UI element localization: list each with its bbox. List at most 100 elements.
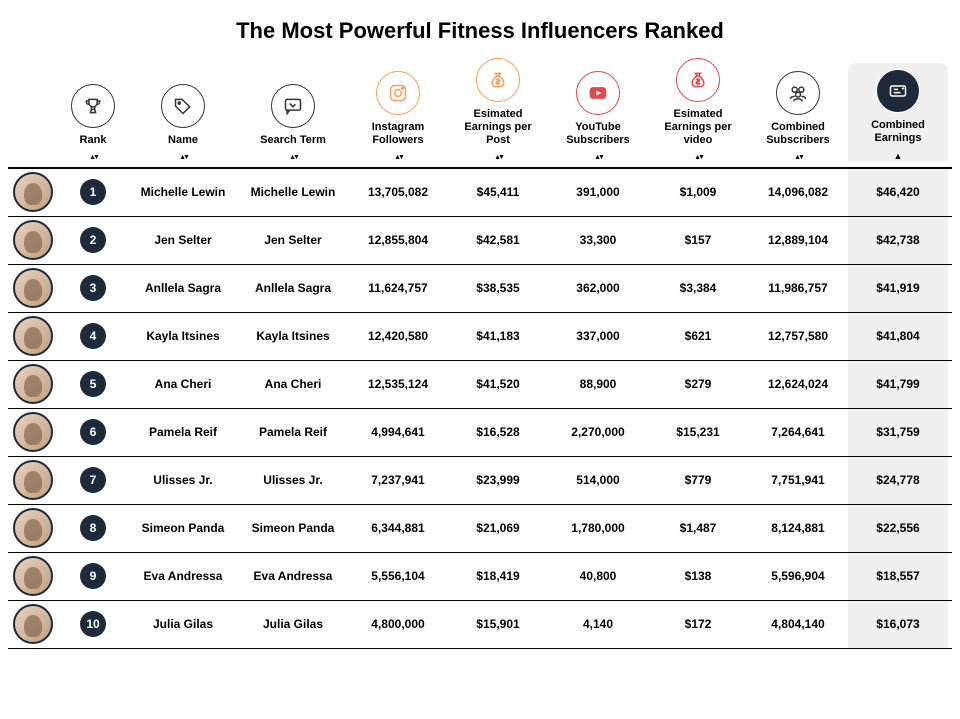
- rank-badge: 1: [80, 179, 106, 205]
- column-header-rank[interactable]: Rank▲▼: [58, 84, 128, 160]
- influencer-table: Rank▲▼Name▲▼Search Term▲▼Instagram Follo…: [8, 58, 952, 649]
- cell-search_term: Simeon Panda: [238, 521, 348, 535]
- cell-earnings_per_post: $45,411: [448, 185, 548, 199]
- avatar: [13, 172, 53, 212]
- rank-cell: 5: [58, 371, 128, 397]
- sort-icon[interactable]: ▲▼: [289, 154, 297, 161]
- cell-search_term: Kayla Itsines: [238, 329, 348, 343]
- sort-icon[interactable]: ▲▼: [694, 154, 702, 161]
- cell-earnings_per_video: $15,231: [648, 425, 748, 439]
- cell-youtube_subscribers: 33,300: [548, 233, 648, 247]
- youtube-icon: [576, 71, 620, 115]
- cell-youtube_subscribers: 391,000: [548, 185, 648, 199]
- cell-earnings_per_video: $1,487: [648, 521, 748, 535]
- cell-combined_subscribers: 7,751,941: [748, 473, 848, 487]
- cell-search_term: Eva Andressa: [238, 569, 348, 583]
- sort-icon[interactable]: ▲▼: [179, 154, 187, 161]
- cell-combined_subscribers: 4,804,140: [748, 617, 848, 631]
- cell-combined_subscribers: 5,596,904: [748, 569, 848, 583]
- column-label: Esimated Earnings per Post: [453, 108, 543, 148]
- avatar: [13, 268, 53, 308]
- avatar-cell: [8, 316, 58, 356]
- rank-badge: 10: [80, 611, 106, 637]
- column-label: Search Term: [260, 134, 326, 147]
- cell-earnings_per_post: $18,419: [448, 569, 548, 583]
- cell-youtube_subscribers: 514,000: [548, 473, 648, 487]
- tag-icon: [161, 84, 205, 128]
- avatar-cell: [8, 460, 58, 500]
- avatar-cell: [8, 508, 58, 548]
- column-header-earnings_per_post[interactable]: Esimated Earnings per Post ▲▼: [448, 58, 548, 161]
- cell-combined_earnings: $18,557: [848, 553, 948, 600]
- cell-name: Jen Selter: [128, 233, 238, 247]
- cell-search_term: Ana Cheri: [238, 377, 348, 391]
- cell-search_term: Pamela Reif: [238, 425, 348, 439]
- rank-cell: 8: [58, 515, 128, 541]
- column-header-youtube_subscribers[interactable]: YouTube Subscribers ▲▼: [548, 71, 648, 160]
- cell-combined_subscribers: 11,986,757: [748, 281, 848, 295]
- cell-instagram_followers: 4,994,641: [348, 425, 448, 439]
- cell-earnings_per_video: $279: [648, 377, 748, 391]
- sort-icon[interactable]: ▲▼: [794, 154, 802, 161]
- table-row: 5Ana CheriAna Cheri12,535,124$41,52088,9…: [8, 361, 952, 409]
- cell-earnings_per_post: $41,183: [448, 329, 548, 343]
- table-row: 9Eva AndressaEva Andressa5,556,104$18,41…: [8, 553, 952, 601]
- cell-combined_subscribers: 14,096,082: [748, 185, 848, 199]
- column-label: Name: [168, 134, 198, 147]
- sort-icon[interactable]: ▲▼: [89, 154, 97, 161]
- table-header-row: Rank▲▼Name▲▼Search Term▲▼Instagram Follo…: [8, 58, 952, 167]
- cell-youtube_subscribers: 88,900: [548, 377, 648, 391]
- cell-name: Ulisses Jr.: [128, 473, 238, 487]
- column-header-name[interactable]: Name ▲▼: [128, 84, 238, 160]
- cell-youtube_subscribers: 337,000: [548, 329, 648, 343]
- avatar-cell: [8, 268, 58, 308]
- column-label: Combined Earnings: [853, 119, 943, 145]
- avatar: [13, 220, 53, 260]
- cell-earnings_per_video: $172: [648, 617, 748, 631]
- cell-search_term: Jen Selter: [238, 233, 348, 247]
- rank-cell: 10: [58, 611, 128, 637]
- table-row: 8Simeon PandaSimeon Panda6,344,881$21,06…: [8, 505, 952, 553]
- sort-icon[interactable]: ▲: [894, 152, 903, 161]
- avatar-cell: [8, 364, 58, 404]
- column-header-combined_earnings[interactable]: Combined Earnings ▲: [848, 63, 948, 160]
- cell-name: Eva Andressa: [128, 569, 238, 583]
- avatar: [13, 460, 53, 500]
- column-label: YouTube Subscribers: [553, 121, 643, 147]
- column-header-combined_subscribers[interactable]: Combined Subscribers▲▼: [748, 71, 848, 160]
- sort-icon[interactable]: ▲▼: [494, 154, 502, 161]
- trophy-icon: [71, 84, 115, 128]
- cell-combined_earnings: $22,556: [848, 505, 948, 552]
- cell-earnings_per_video: $621: [648, 329, 748, 343]
- cell-combined_subscribers: 8,124,881: [748, 521, 848, 535]
- column-header-instagram_followers[interactable]: Instagram Followers▲▼: [348, 71, 448, 160]
- cell-instagram_followers: 5,556,104: [348, 569, 448, 583]
- avatar-cell: [8, 556, 58, 596]
- rank-badge: 6: [80, 419, 106, 445]
- cell-name: Julia Gilas: [128, 617, 238, 631]
- avatar: [13, 556, 53, 596]
- cell-combined_earnings: $31,759: [848, 409, 948, 456]
- table-row: 1Michelle LewinMichelle Lewin13,705,082$…: [8, 169, 952, 217]
- comment-icon: [271, 84, 315, 128]
- rank-cell: 6: [58, 419, 128, 445]
- avatar: [13, 412, 53, 452]
- table-row: 4Kayla ItsinesKayla Itsines12,420,580$41…: [8, 313, 952, 361]
- money-bag-icon: [476, 58, 520, 102]
- cell-combined_subscribers: 12,624,024: [748, 377, 848, 391]
- rank-cell: 9: [58, 563, 128, 589]
- cell-name: Pamela Reif: [128, 425, 238, 439]
- column-header-search_term[interactable]: Search Term ▲▼: [238, 84, 348, 160]
- cell-instagram_followers: 12,855,804: [348, 233, 448, 247]
- avatar-cell: [8, 172, 58, 212]
- column-header-earnings_per_video[interactable]: Esimated Earnings per video ▲▼: [648, 58, 748, 161]
- avatar: [13, 604, 53, 644]
- cell-instagram_followers: 11,624,757: [348, 281, 448, 295]
- sort-icon[interactable]: ▲▼: [394, 154, 402, 161]
- page-title: The Most Powerful Fitness Influencers Ra…: [8, 18, 952, 44]
- column-label: Esimated Earnings per video: [653, 108, 743, 148]
- sort-icon[interactable]: ▲▼: [594, 154, 602, 161]
- cell-earnings_per_post: $16,528: [448, 425, 548, 439]
- cell-earnings_per_post: $42,581: [448, 233, 548, 247]
- cell-search_term: Julia Gilas: [238, 617, 348, 631]
